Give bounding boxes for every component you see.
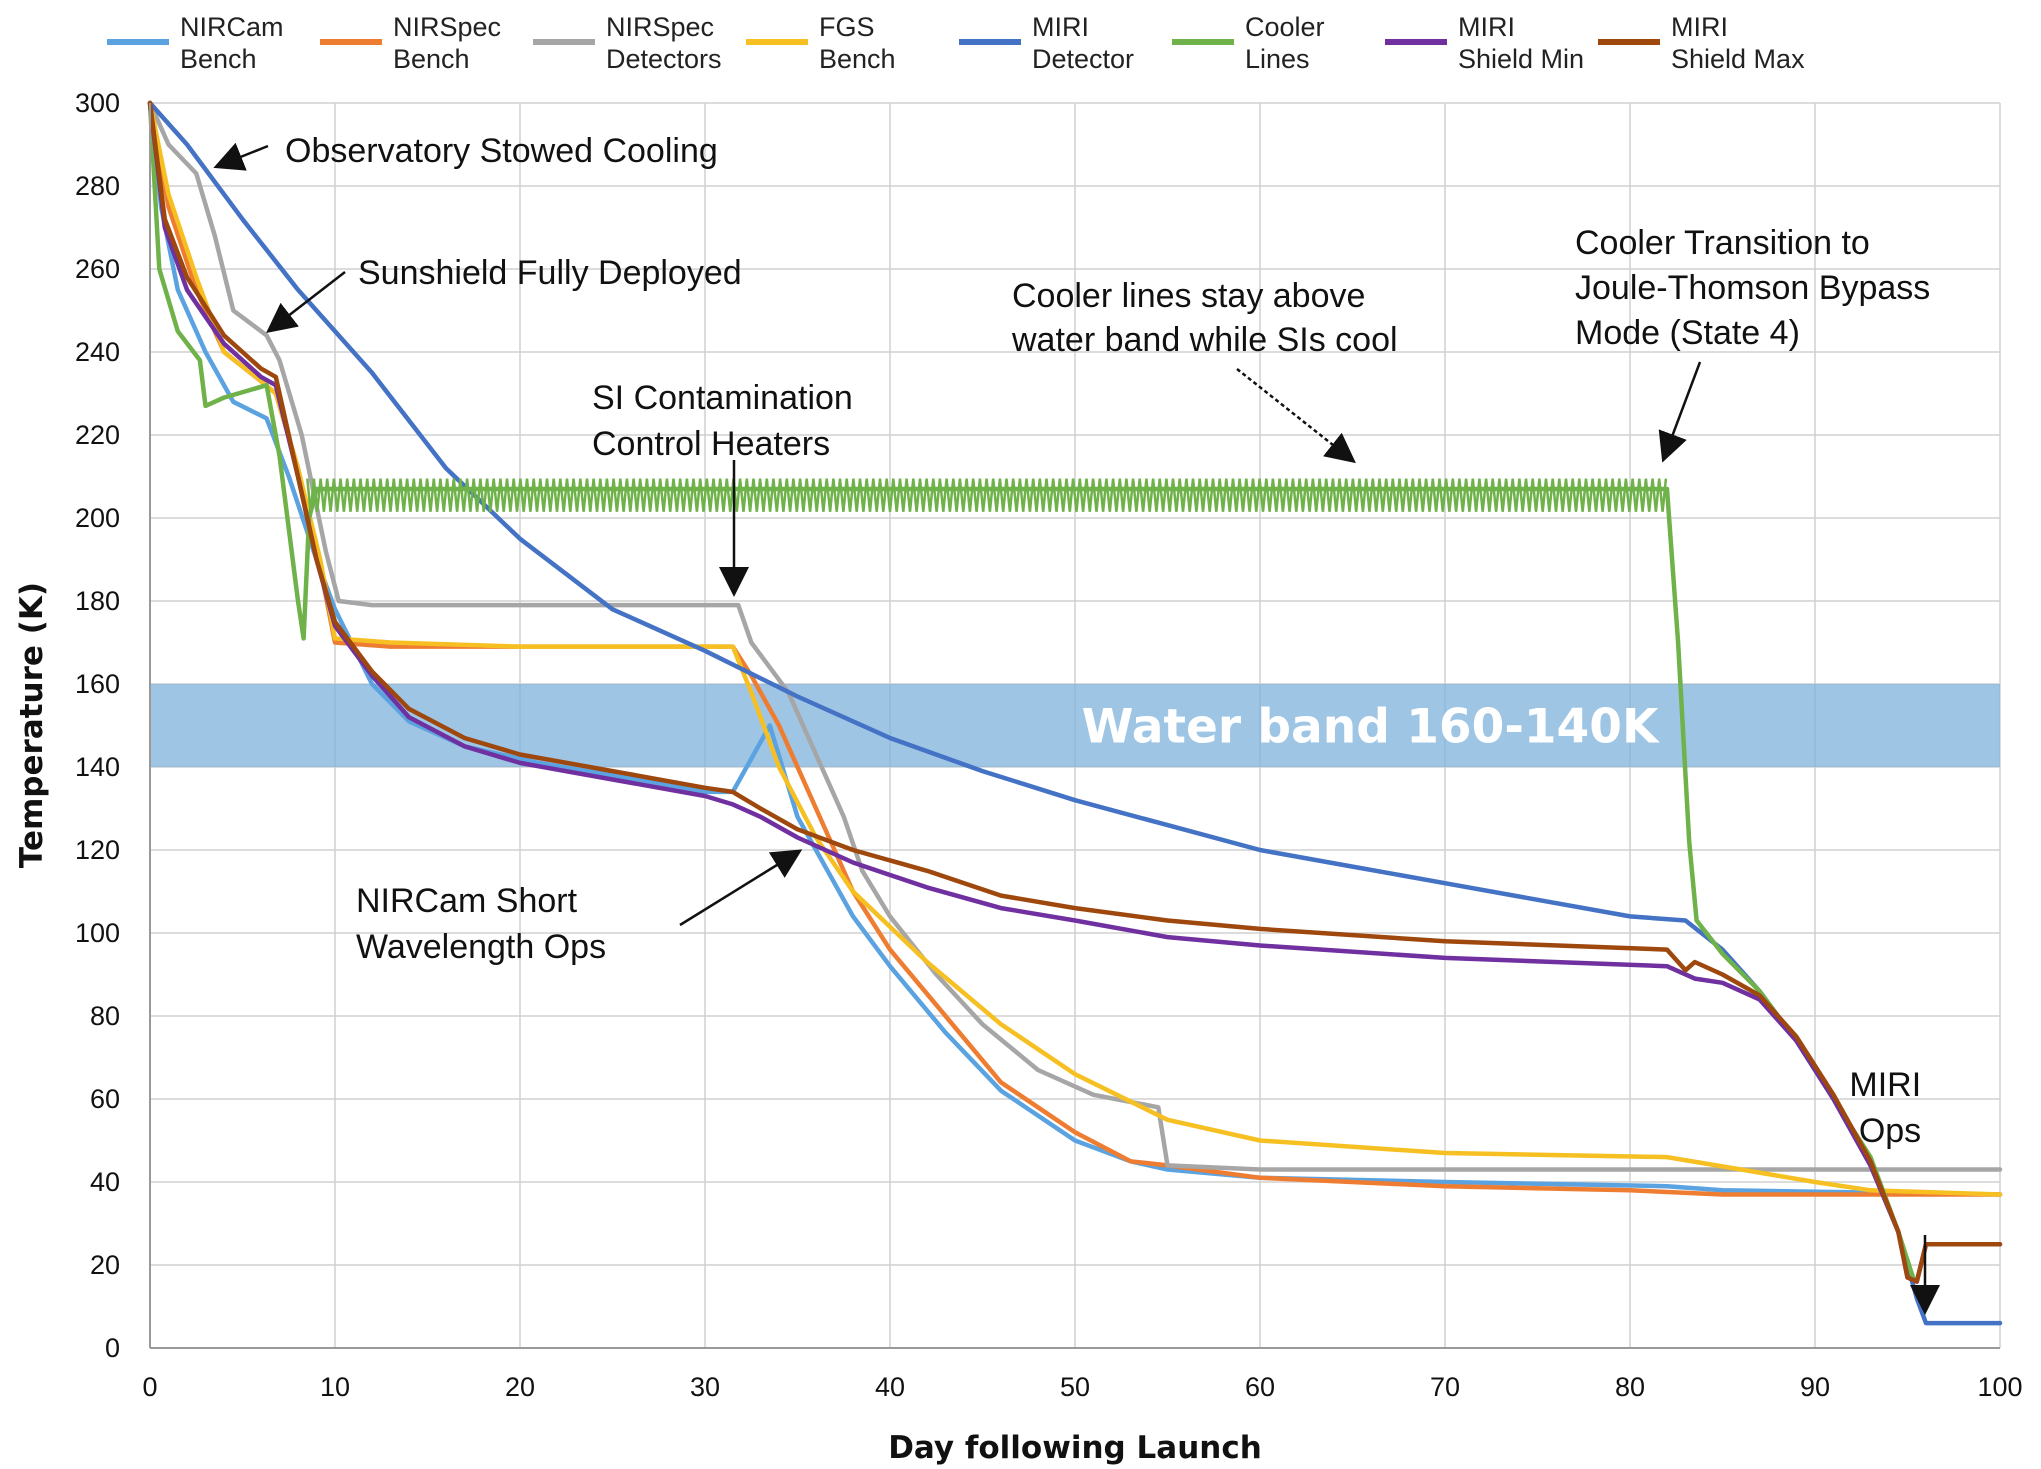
legend-label: NIRCam [180,12,284,42]
y-tick-label: 140 [75,752,120,782]
arrow-cooler-lines [1236,368,1356,464]
x-tick-label: 60 [1245,1372,1275,1402]
annotation-si-heaters: SI Contamination Control Heaters [592,379,862,463]
annotations: Observatory Stowed Cooling Sunshield Ful… [213,132,1940,1315]
legend-label: NIRSpec [393,12,501,42]
legend-label: FGS [819,12,875,42]
annotation-miri-ops: MIRI Ops [1849,1066,1930,1150]
y-tick-labels: 0 20 40 60 80 100 120 140 160 180 200 220 240 260 280 3… [75,88,120,1363]
annotation-nircam-sw-ops: NIRCam Short Wavelength Ops [356,882,606,966]
y-tick-label: 200 [75,503,120,533]
x-tick-label: 40 [875,1372,905,1402]
annotation-cooler-transition: Cooler Transition to Joule-Thomson Bypas… [1575,224,1940,352]
cooler-lines-oscillation [306,478,1668,512]
axes [149,103,2000,1349]
y-tick-label: 260 [75,254,120,284]
x-tick-label: 90 [1800,1372,1830,1402]
y-tick-label: 100 [75,918,120,948]
x-tick-label: 50 [1060,1372,1090,1402]
y-tick-label: 280 [75,171,120,201]
legend-label: Detector [1032,44,1134,74]
legend-label: Bench [819,44,896,74]
x-tick-label: 100 [1977,1372,2022,1402]
y-tick-label: 160 [75,669,120,699]
legend-label: Bench [180,44,257,74]
legend: NIRCamBenchNIRSpecBenchNIRSpecDetectorsF… [107,12,1805,74]
x-tick-label: 80 [1615,1372,1645,1402]
x-tick-label: 70 [1430,1372,1460,1402]
y-tick-label: 120 [75,835,120,865]
series-lines [147,100,2003,1326]
water-band-rect [150,684,2000,767]
annotation-stowed-cooling: Observatory Stowed Cooling [285,132,718,170]
legend-label: Shield Max [1671,44,1805,74]
arrow-cooler-transition [1658,361,1702,463]
x-axis-title: Day following Launch [888,1430,1262,1466]
x-tick-label: 30 [690,1372,720,1402]
legend-label: Cooler [1245,12,1325,42]
x-tick-label: 0 [142,1372,157,1402]
legend-label: Lines [1245,44,1310,74]
y-axis-title: Temperature (K) [14,582,50,868]
arrow-nircam-sw-ops [679,849,803,927]
y-tick-label: 60 [90,1084,120,1114]
series-line-miri-shield-max [147,100,2003,1284]
legend-label: MIRI [1032,12,1089,42]
water-band: Water band 160-140K [150,684,2000,767]
y-tick-label: 240 [75,337,120,367]
y-tick-label: 220 [75,420,120,450]
legend-label: NIRSpec [606,12,714,42]
y-tick-label: 20 [90,1250,120,1280]
x-tick-labels: 0 10 20 30 40 50 60 70 80 90 100 [142,1372,2022,1402]
water-band-label: Water band 160-140K [1082,700,1660,755]
x-tick-label: 20 [505,1372,535,1402]
cooler-lines-oscillation-path [306,478,1668,512]
y-tick-label: 0 [105,1333,120,1363]
y-tick-label: 300 [75,88,120,118]
legend-label: MIRI [1671,12,1728,42]
arrow-sunshield [266,271,346,334]
annotation-sunshield: Sunshield Fully Deployed [358,254,742,292]
y-tick-label: 80 [90,1001,120,1031]
legend-label: Bench [393,44,470,74]
y-tick-label: 40 [90,1167,120,1197]
annotation-cooler-lines: Cooler lines stay above water band while… [1011,277,1398,359]
legend-label: MIRI [1458,12,1515,42]
arrow-stowed-cooling [213,142,269,171]
x-tick-label: 10 [320,1372,350,1402]
legend-label: Shield Min [1458,44,1584,74]
y-tick-label: 180 [75,586,120,616]
legend-label: Detectors [606,44,722,74]
